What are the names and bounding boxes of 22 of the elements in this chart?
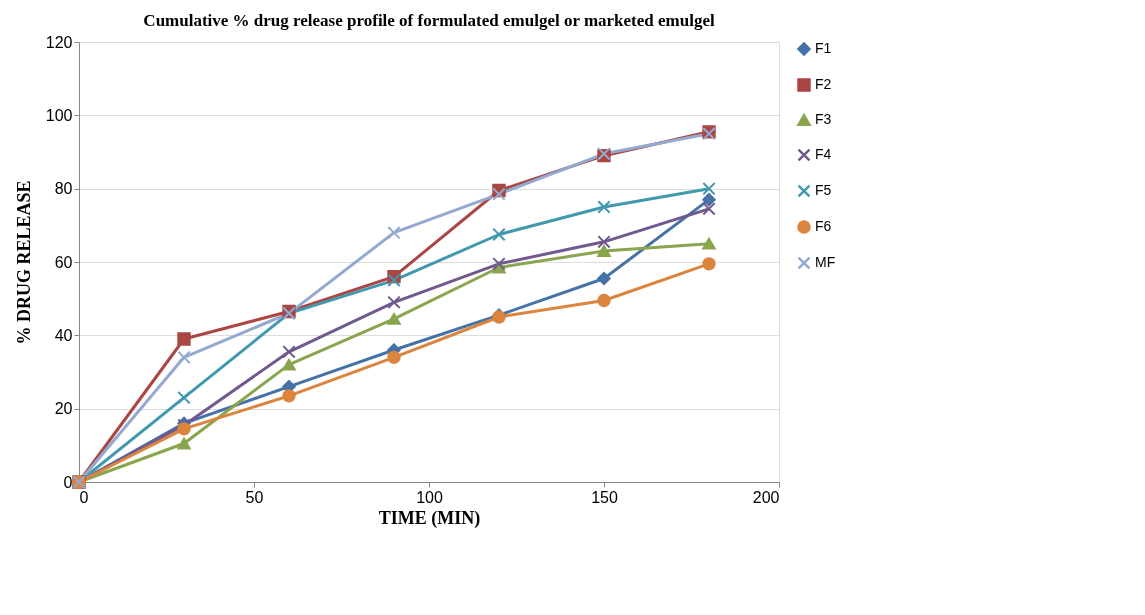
y-tick-label: 20 bbox=[54, 400, 73, 418]
legend-label: F2 bbox=[815, 76, 832, 92]
chart-title: Cumulative % drug release profile of formulated emulgel or marketed emulgel bbox=[143, 11, 715, 30]
legend-label: F6 bbox=[815, 218, 832, 234]
x-tick-label: 200 bbox=[752, 488, 780, 506]
y-tick-label: 120 bbox=[45, 33, 73, 51]
x-tick-label: 150 bbox=[591, 488, 618, 506]
y-tick-label: 100 bbox=[45, 106, 73, 124]
y-tick-label: 80 bbox=[54, 180, 73, 198]
legend-label: MF bbox=[815, 254, 836, 270]
x-tick-label: 50 bbox=[245, 488, 264, 506]
y-tick-label: 0 bbox=[63, 473, 73, 491]
legend-label: F3 bbox=[815, 111, 832, 127]
y-tick-label: 40 bbox=[54, 326, 73, 344]
legend-label: F1 bbox=[815, 40, 832, 56]
x-tick-label: 100 bbox=[416, 488, 443, 506]
y-tick-label: 60 bbox=[54, 253, 73, 271]
x-tick-label: 0 bbox=[79, 488, 89, 506]
x-axis-title: TIME (MIN) bbox=[378, 507, 481, 529]
y-axis-title: % DRUG RELEASE bbox=[13, 180, 34, 345]
legend-label: F4 bbox=[815, 146, 832, 162]
legend-label: F5 bbox=[815, 182, 832, 198]
